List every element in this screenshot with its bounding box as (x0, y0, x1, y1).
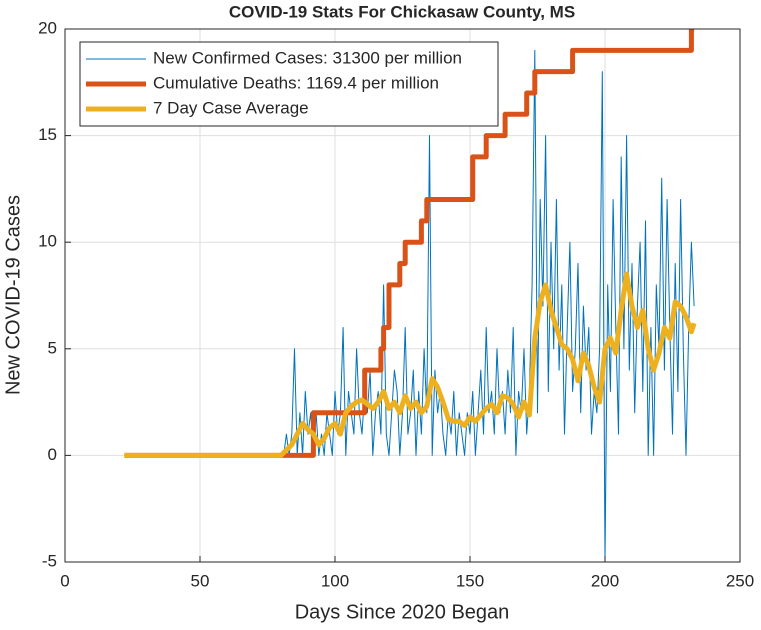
legend: New Confirmed Cases: 31300 per million Cu… (79, 41, 499, 127)
x-tick-label: 0 (60, 571, 69, 590)
y-tick-label: -5 (42, 551, 57, 570)
x-tick-label: 150 (456, 571, 484, 590)
y-tick-label: 0 (48, 445, 57, 464)
x-axis-label: Days Since 2020 Began (295, 601, 510, 623)
legend-label: New Confirmed Cases: 31300 per million (153, 48, 462, 67)
y-axis-label: New COVID-19 Cases (2, 195, 24, 395)
plot-lines (124, 29, 697, 562)
legend-label: Cumulative Deaths: 1169.4 per million (153, 73, 439, 92)
y-tick-label: 10 (38, 232, 57, 251)
y-tick-label: 15 (38, 125, 57, 144)
y-tick-label: 5 (48, 338, 57, 357)
x-tick-label: 250 (726, 571, 754, 590)
series-line (124, 271, 697, 458)
x-tick-label: 200 (591, 571, 619, 590)
legend-label: 7 Day Case Average (153, 98, 309, 117)
x-tick-label: 50 (191, 571, 210, 590)
x-tick-label: 100 (321, 571, 349, 590)
axes-box (64, 28, 741, 563)
chart-title: COVID-19 Stats For Chickasaw County, MS (229, 2, 575, 21)
series-line (124, 29, 695, 458)
legend-box (79, 41, 499, 127)
y-tick-label: 20 (38, 18, 57, 37)
